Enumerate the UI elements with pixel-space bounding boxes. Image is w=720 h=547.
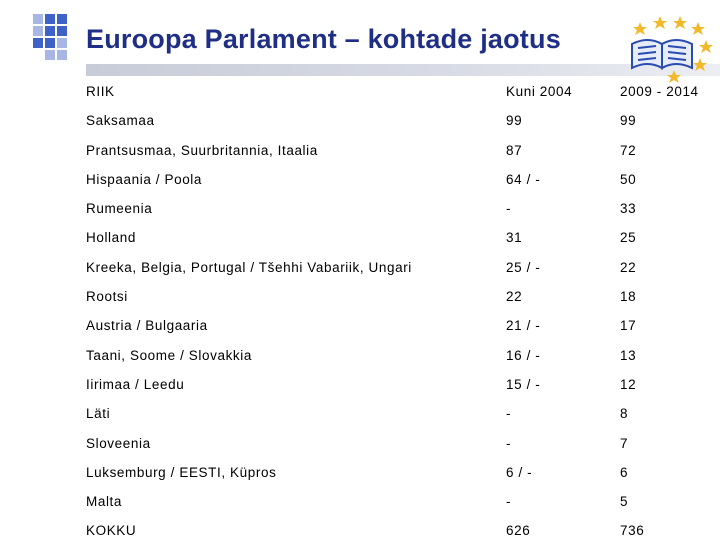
table-row: Malta - 5: [86, 488, 716, 517]
table-row: Kreeka, Belgia, Portugal / Tšehhi Vabari…: [86, 254, 716, 283]
cell-2014: 33: [620, 201, 637, 217]
cell-country: Holland: [86, 230, 136, 246]
cell-country: Läti: [86, 406, 111, 422]
column-header-2014: 2009 - 2014: [620, 84, 699, 99]
square-grid-logo-icon: [33, 14, 69, 68]
cell-2014: 25: [620, 230, 637, 246]
table-row: KOKKU 626 736: [86, 517, 716, 546]
cell-2004: -: [506, 201, 512, 217]
cell-country: Hispaania / Poola: [86, 171, 203, 187]
cell-2004: 626: [506, 523, 531, 539]
cell-country: Rootsi: [86, 289, 128, 305]
table-row: Rootsi 22 18: [86, 283, 716, 312]
table-row: Taani, Soome / Slovakkia 16 / - 13: [86, 342, 716, 371]
cell-country: Sloveenia: [86, 435, 151, 451]
column-header-2004: Kuni 2004: [506, 84, 573, 99]
cell-2004: 15 / -: [506, 376, 541, 392]
cell-2014: 8: [620, 406, 629, 422]
table-row: Luksemburg / EESTI, Küpros 6 / - 6: [86, 459, 716, 488]
cell-2004: 21 / -: [506, 318, 541, 334]
table-row: Saksamaa 99 99: [86, 107, 716, 136]
cell-country: Saksamaa: [86, 113, 155, 129]
cell-country: Malta: [86, 494, 123, 510]
table-row: Rumeenia - 33: [86, 195, 716, 224]
cell-2004: 25 / -: [506, 259, 541, 275]
cell-2014: 99: [620, 113, 637, 129]
table-row: Läti - 8: [86, 400, 716, 429]
cell-2004: -: [506, 494, 512, 510]
cell-2014: 6: [620, 464, 629, 480]
cell-country: Rumeenia: [86, 201, 153, 217]
cell-2014: 22: [620, 259, 637, 275]
table-row: Sloveenia - 7: [86, 430, 716, 459]
cell-2004: 22: [506, 289, 523, 305]
cell-2004: 31: [506, 230, 523, 246]
cell-country: Austria / Bulgaaria: [86, 318, 208, 334]
cell-2014: 18: [620, 289, 637, 305]
table-row: Prantsusmaa, Suurbritannia, Itaalia 87 72: [86, 137, 716, 166]
cell-country: Luksemburg / EESTI, Küpros: [86, 464, 277, 480]
cell-2014: 13: [620, 347, 637, 363]
cell-2014: 736: [620, 523, 645, 539]
cell-country: Prantsusmaa, Suurbritannia, Itaalia: [86, 142, 318, 158]
cell-2004: 87: [506, 142, 523, 158]
table-row: Austria / Bulgaaria 21 / - 17: [86, 312, 716, 341]
cell-2004: -: [506, 406, 512, 422]
table-row: Hispaania / Poola 64 / - 50: [86, 166, 716, 195]
cell-country: Iirimaa / Leedu: [86, 376, 185, 392]
cell-2004: 6 / -: [506, 464, 533, 480]
cell-2014: 17: [620, 318, 637, 334]
cell-country: Kreeka, Belgia, Portugal / Tšehhi Vabari…: [86, 259, 412, 275]
column-header-country: RIIK: [86, 84, 115, 99]
cell-country: KOKKU: [86, 523, 137, 539]
cell-2004: 99: [506, 113, 523, 129]
cell-2014: 72: [620, 142, 637, 158]
cell-2014: 5: [620, 494, 629, 510]
cell-2004: -: [506, 435, 512, 451]
seat-table: RIIK Kuni 2004 2009 - 2014 Saksamaa 99 99 P…: [86, 78, 716, 547]
eu-stars-book-icon: [618, 8, 718, 88]
cell-2014: 50: [620, 171, 637, 187]
cell-2014: 12: [620, 376, 637, 392]
cell-2014: 7: [620, 435, 629, 451]
page-title: Euroopa Parlament – kohtade jaotus: [86, 24, 561, 54]
table-row: Iirimaa / Leedu 15 / - 12: [86, 371, 716, 400]
cell-2004: 16 / -: [506, 347, 541, 363]
cell-country: Taani, Soome / Slovakkia: [86, 347, 252, 363]
title-divider: [86, 64, 720, 76]
cell-2004: 64 / -: [506, 171, 541, 187]
table-row: Holland 31 25: [86, 224, 716, 253]
table-header-row: RIIK Kuni 2004 2009 - 2014: [86, 78, 716, 107]
